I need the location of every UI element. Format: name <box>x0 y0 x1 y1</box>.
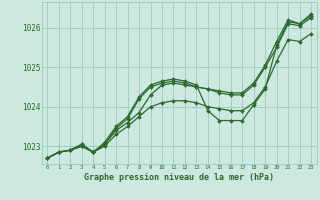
X-axis label: Graphe pression niveau de la mer (hPa): Graphe pression niveau de la mer (hPa) <box>84 173 274 182</box>
